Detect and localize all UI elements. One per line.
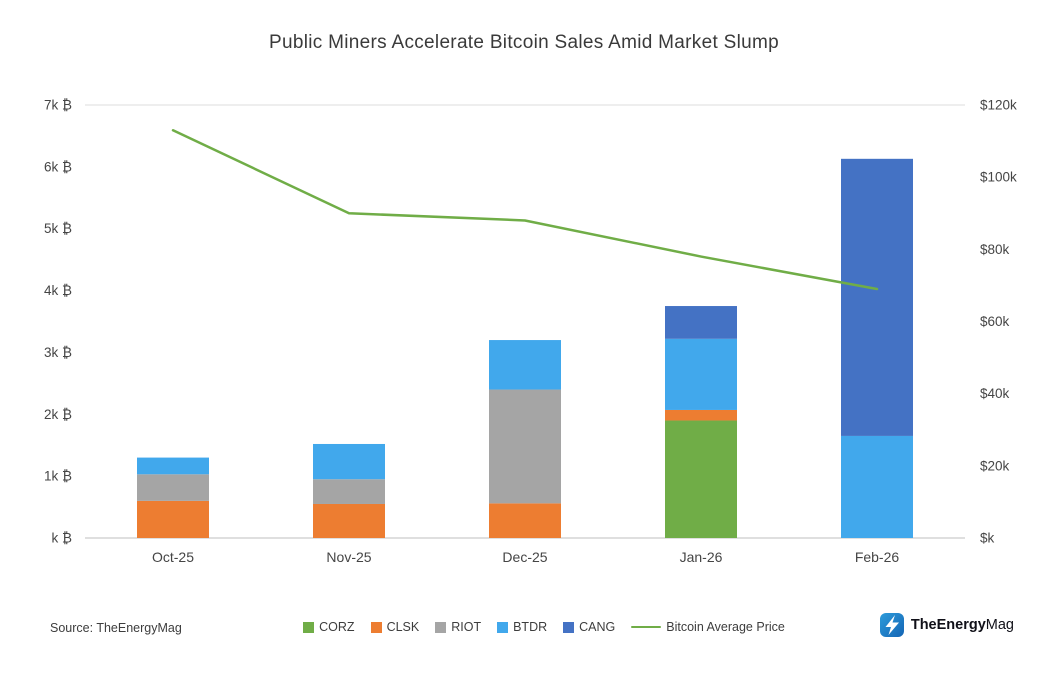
x-axis-category-label: Oct-25 — [152, 549, 194, 565]
bar-segment-BTDR-Jan-26 — [665, 338, 737, 410]
right-axis-tick-label: $120k — [980, 98, 1017, 113]
legend-item-CORZ: CORZ — [303, 620, 355, 634]
right-axis-tick-label: $80k — [980, 242, 1010, 257]
bar-segment-BTDR-Oct-25 — [137, 457, 209, 475]
legend-item-bitcoin-average-price: Bitcoin Average Price — [631, 620, 785, 634]
bar-segment-RIOT-Nov-25 — [313, 479, 385, 504]
bar-segment-BTDR-Nov-25 — [313, 443, 385, 480]
bar-segment-BTDR-Dec-25 — [489, 340, 561, 390]
bar-segment-RIOT-Oct-25 — [137, 474, 209, 501]
legend-swatch-CORZ — [303, 621, 315, 633]
legend-item-BTDR: BTDR — [497, 620, 547, 634]
bar-segment-CLSK-Oct-25 — [137, 500, 209, 538]
left-axis-tick-label: k ₿ — [52, 531, 73, 546]
legend-label-CORZ: CORZ — [319, 620, 355, 634]
bar-segment-CLSK-Nov-25 — [313, 503, 385, 538]
legend-swatch-BTDR — [497, 621, 509, 633]
legend-swatch-RIOT — [435, 621, 447, 633]
brand-lightning-icon — [879, 613, 904, 637]
legend-swatch-CANG — [563, 621, 575, 633]
legend-label-CANG: CANG — [579, 620, 616, 634]
source-label: Source: TheEnergyMag — [50, 621, 182, 635]
bar-segment-CORZ-Jan-26 — [665, 420, 737, 538]
left-axis-tick-label: 2k ₿ — [44, 407, 72, 422]
brand-logo: TheEnergyMag — [879, 612, 1014, 638]
bar-segment-CANG-Feb-26 — [841, 158, 913, 436]
right-axis-tick-label: $k — [980, 531, 995, 546]
legend-item-CLSK: CLSK — [370, 620, 420, 634]
bar-segment-CLSK-Dec-25 — [489, 503, 561, 538]
bar-segment-CLSK-Jan-26 — [665, 409, 737, 421]
legend-label-CLSK: CLSK — [386, 620, 420, 634]
right-axis-tick-label: $60k — [980, 314, 1010, 329]
brand-name-regular: Mag — [985, 617, 1014, 633]
x-axis-category-label: Feb-26 — [855, 549, 900, 565]
brand-name: TheEnergyMag — [911, 617, 1014, 633]
x-axis-category-label: Dec-25 — [502, 549, 547, 565]
right-axis-tick-label: $20k — [980, 458, 1010, 473]
legend-item-RIOT: RIOT — [435, 620, 481, 634]
left-axis-tick-label: 1k ₿ — [44, 469, 72, 484]
legend-line-swatch — [631, 625, 662, 629]
legend: CORZ CLSK RIOT BTDR CANG Bitcoin Average Pric… — [190, 620, 898, 634]
right-axis-tick-label: $40k — [980, 386, 1010, 401]
bar-segment-RIOT-Dec-25 — [489, 389, 561, 504]
left-axis-tick-label: 3k ₿ — [44, 345, 72, 360]
legend-label-BTDR: BTDR — [513, 620, 548, 634]
legend-label-bitcoin-average-price: Bitcoin Average Price — [666, 620, 785, 634]
left-axis-tick-label: 4k ₿ — [44, 283, 72, 298]
bitcoin-average-price-line — [171, 129, 879, 291]
bar-segment-CANG-Jan-26 — [665, 306, 737, 339]
legend-swatch-CLSK — [370, 621, 382, 633]
left-axis-tick-label: 5k ₿ — [44, 221, 72, 236]
left-axis-tick-label: 7k ₿ — [44, 98, 72, 113]
x-axis-category-label: Jan-26 — [680, 549, 723, 565]
chart-title: Public Miners Accelerate Bitcoin Sales A… — [269, 32, 779, 53]
legend-label-RIOT: RIOT — [451, 620, 482, 634]
x-axis-category-label: Nov-25 — [326, 549, 371, 565]
legend-item-CANG: CANG — [563, 620, 615, 634]
right-axis-tick-label: $100k — [980, 170, 1017, 185]
brand-name-bold: TheEnergy — [910, 617, 986, 633]
left-axis-tick-label: 6k ₿ — [44, 159, 72, 174]
bar-segment-BTDR-Feb-26 — [841, 435, 913, 538]
